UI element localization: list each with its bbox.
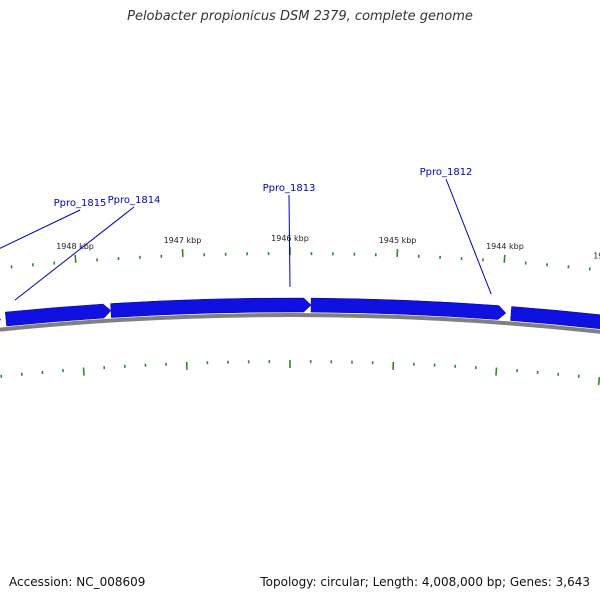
inner-tick: [82, 367, 85, 376]
accession-text: Accession: NC_008609: [9, 575, 146, 589]
gene-arrow-ppro_1812: [310, 297, 507, 320]
gene-leader-line: [445, 178, 492, 295]
outer-tick: [74, 254, 77, 263]
gene-leader-line: [0, 209, 81, 249]
gene-track: [0, 297, 600, 330]
gene-label[interactable]: Ppro_1814: [108, 195, 161, 206]
gene-arrow: [0, 318, 2, 321]
scale-label: 1945 kbp: [379, 236, 417, 245]
genome-backbone: [0, 313, 600, 334]
scale-label: 1946 kbp: [271, 234, 309, 243]
genome-summary: Topology: circular; Length: 4,008,000 bp…: [260, 575, 590, 589]
outer-tick: [503, 254, 506, 263]
scale-label: 1947 kbp: [164, 236, 202, 245]
inner-tick: [495, 367, 498, 376]
backbone-arc: [0, 313, 600, 334]
gene-leader-line: [14, 206, 135, 301]
scale-label: 1944 kbp: [486, 242, 524, 251]
gene-label[interactable]: Ppro_1815: [54, 198, 107, 209]
inner-tick: [597, 376, 600, 386]
gene-labels: Ppro_1815 Ppro_1814 Ppro_1813 Ppro_1812: [0, 167, 492, 301]
scale-label: 1948 kbp: [56, 242, 94, 251]
gene-leader-line: [288, 194, 291, 288]
scale-label: 1943 kbp: [593, 252, 600, 261]
gene-label[interactable]: Ppro_1813: [263, 183, 316, 194]
gene-arrow: [510, 306, 600, 330]
map-title: Pelobacter propionicus DSM 2379, complet…: [127, 9, 473, 24]
gene-arrow-ppro_1813: [110, 297, 312, 318]
gene-arrow-ppro_1814: [4, 303, 112, 327]
inner-tick-track: [0, 360, 600, 386]
gene-label[interactable]: Ppro_1812: [420, 167, 473, 178]
outer-tick-track: [10, 247, 591, 271]
